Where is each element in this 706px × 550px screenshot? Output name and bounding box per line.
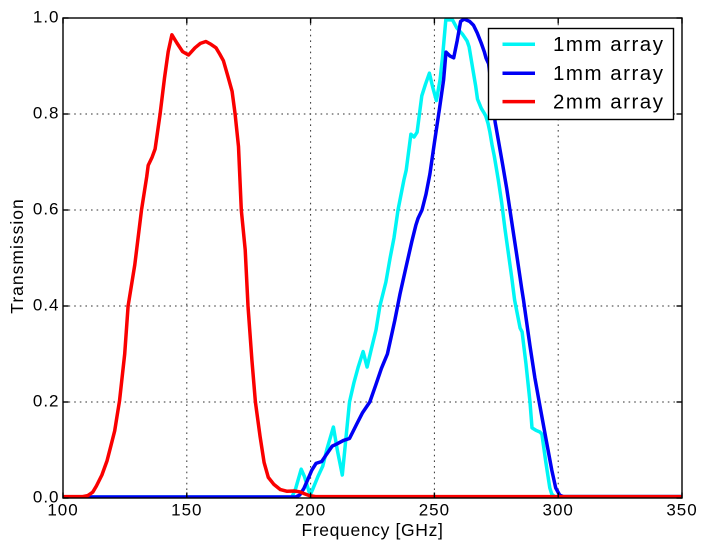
svg-text:0.8: 0.8 [33,104,60,123]
svg-text:1.0: 1.0 [33,8,60,27]
svg-text:300: 300 [543,501,574,520]
svg-text:250: 250 [419,501,450,520]
svg-text:350: 350 [666,501,697,520]
svg-text:Frequency [GHz]: Frequency [GHz] [301,520,443,540]
svg-text:100: 100 [47,501,78,520]
svg-text:0.4: 0.4 [33,296,60,315]
svg-text:150: 150 [171,501,202,520]
svg-text:200: 200 [295,501,326,520]
svg-text:1mm array: 1mm array [553,62,664,85]
svg-text:0.0: 0.0 [33,488,60,507]
svg-text:0.6: 0.6 [33,200,60,219]
svg-text:Transmission: Transmission [7,198,27,313]
svg-text:1mm array: 1mm array [553,33,664,56]
svg-text:0.2: 0.2 [33,392,60,411]
svg-text:2mm array: 2mm array [553,91,664,114]
